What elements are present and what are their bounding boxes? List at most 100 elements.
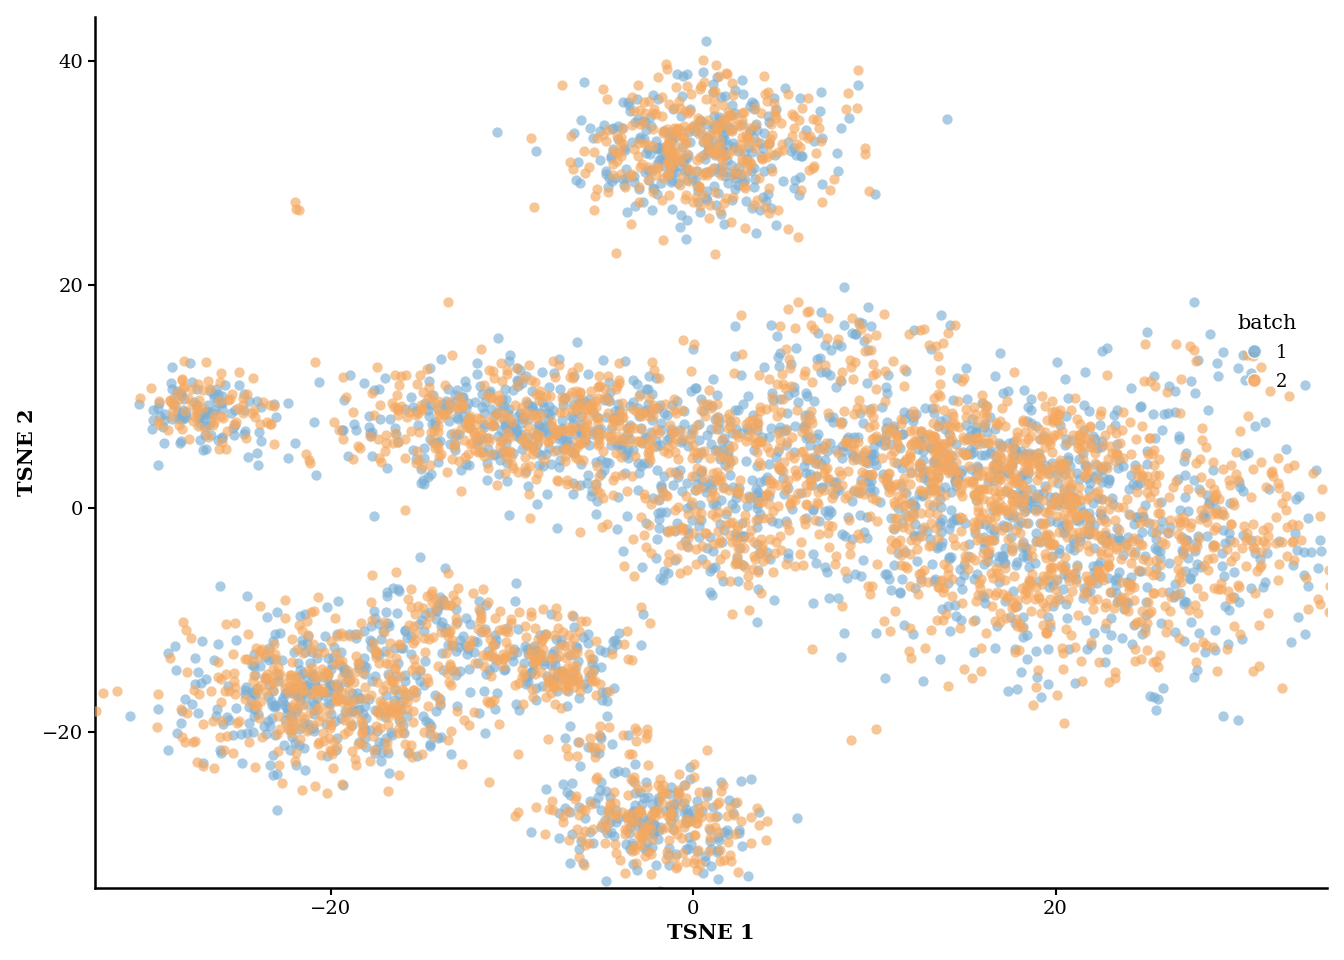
Point [421, 595, 442, 611]
Point [746, 123, 767, 138]
Point [694, 849, 715, 864]
Point [724, 348, 746, 364]
Point [708, 120, 730, 135]
Point [263, 674, 285, 689]
Point [621, 420, 642, 435]
Point [1059, 489, 1081, 504]
Point [646, 156, 668, 172]
Point [1004, 641, 1025, 657]
Point [962, 475, 984, 491]
Point [1138, 606, 1160, 621]
Point [770, 115, 792, 131]
Point [297, 663, 319, 679]
Point [461, 435, 482, 450]
Point [902, 506, 923, 521]
Point [884, 425, 906, 441]
Point [207, 636, 228, 651]
Point [224, 615, 246, 631]
Point [849, 405, 871, 420]
Point [1122, 547, 1144, 563]
Point [1007, 517, 1028, 533]
Point [599, 796, 621, 811]
Point [692, 134, 714, 150]
Point [704, 119, 726, 134]
Point [437, 732, 458, 748]
Point [323, 689, 344, 705]
Point [1079, 573, 1101, 588]
Point [641, 426, 663, 442]
Point [547, 621, 569, 636]
Point [757, 149, 778, 164]
Point [582, 657, 603, 672]
Point [706, 69, 727, 84]
Point [1234, 447, 1255, 463]
Point [633, 132, 655, 147]
Point [750, 148, 771, 163]
Point [512, 697, 534, 712]
Point [202, 713, 223, 729]
Point [798, 407, 820, 422]
Point [1024, 491, 1046, 506]
Point [790, 182, 812, 198]
Point [939, 461, 961, 476]
Point [644, 803, 665, 818]
Point [640, 822, 661, 837]
Point [175, 404, 196, 420]
Point [741, 810, 762, 826]
Point [172, 412, 194, 427]
Point [613, 136, 634, 152]
Point [208, 394, 230, 409]
Point [547, 472, 569, 488]
Point [659, 799, 680, 814]
Point [351, 736, 372, 752]
Point [331, 710, 352, 726]
Point [243, 659, 265, 674]
Point [184, 395, 206, 410]
Point [570, 684, 591, 699]
Point [606, 144, 628, 159]
Point [677, 507, 699, 522]
Point [609, 406, 630, 421]
Point [1032, 595, 1054, 611]
Point [222, 646, 243, 661]
Point [587, 380, 609, 396]
Point [691, 464, 712, 479]
Point [638, 173, 660, 188]
Point [1168, 587, 1189, 602]
Point [622, 774, 644, 789]
Point [1206, 663, 1227, 679]
Point [431, 645, 453, 660]
Point [806, 452, 828, 468]
Point [1036, 466, 1058, 481]
Point [1120, 543, 1141, 559]
Point [855, 146, 876, 161]
Point [1093, 468, 1114, 484]
Point [1007, 598, 1028, 613]
Point [290, 675, 312, 690]
Point [586, 454, 607, 469]
Point [379, 701, 401, 716]
Point [663, 435, 684, 450]
Point [997, 383, 1019, 398]
Point [668, 766, 689, 781]
Point [554, 800, 575, 815]
Point [571, 802, 593, 817]
Point [335, 703, 356, 718]
Point [566, 402, 587, 418]
Point [371, 695, 392, 710]
Point [727, 540, 749, 556]
Point [497, 473, 519, 489]
Point [1284, 553, 1305, 568]
Point [644, 808, 665, 824]
Point [995, 556, 1016, 571]
Point [442, 662, 464, 678]
Point [712, 147, 734, 162]
Point [887, 501, 909, 516]
Point [556, 784, 578, 800]
Point [1168, 428, 1189, 444]
Point [1105, 670, 1126, 685]
Point [211, 401, 233, 417]
Point [1231, 540, 1253, 556]
Point [814, 560, 836, 575]
Point [1073, 587, 1094, 602]
